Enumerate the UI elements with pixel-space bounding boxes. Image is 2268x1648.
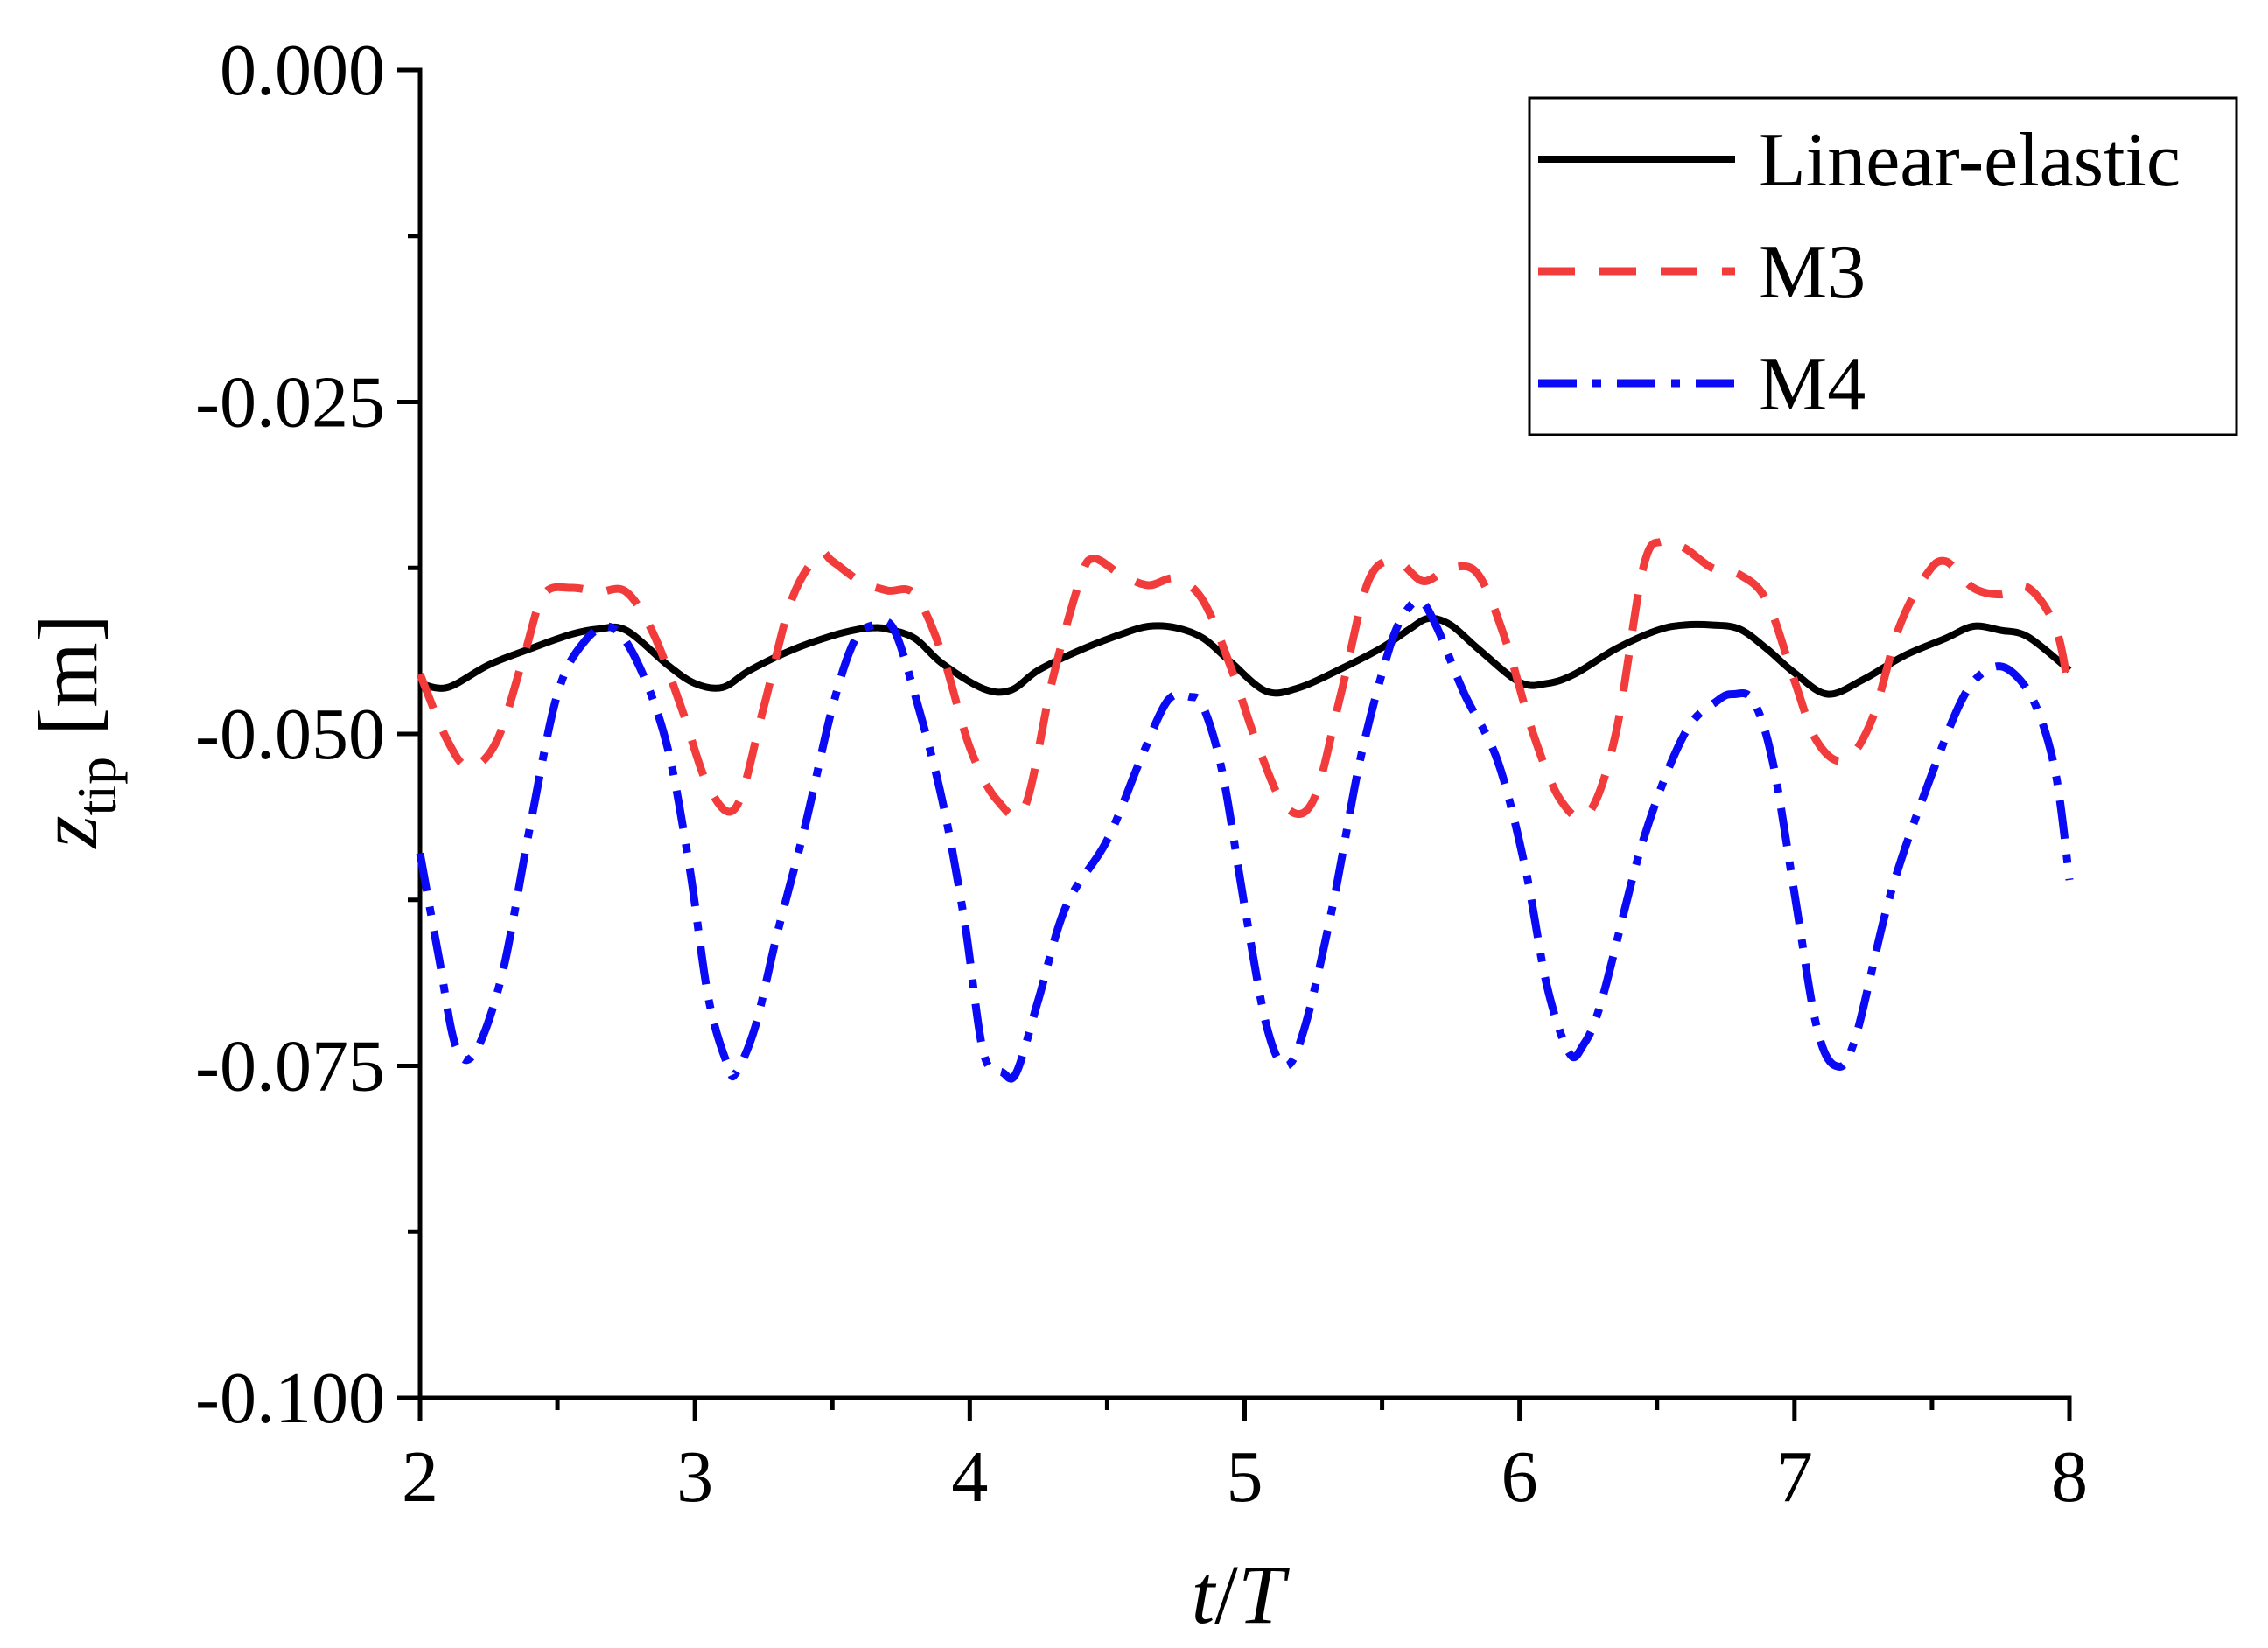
x-tick-label: 4 [951,1436,988,1518]
y-tick-label: -0.050 [195,694,385,775]
axes: 2 3 4 5 6 7 8 0.000 -0.025 -0.050 -0.075 -0.100 [195,30,2088,1518]
y-axis-label: ztip [m] [21,614,128,850]
x-axis-label-sep: / [1214,1547,1238,1641]
y-axis-label-unit: [m] [21,614,115,757]
y-tick-label: 0.000 [220,30,385,111]
y-axis-label-sub: tip [66,757,128,816]
legend: Linear-elastic M3 M4 [1528,96,2238,436]
x-tick-label: 2 [402,1436,438,1518]
x-axis-label-sub: T [1238,1547,1291,1641]
x-tick-label: 5 [1227,1436,1264,1518]
y-tick-label: -0.025 [195,362,385,443]
legend-label: M4 [1759,342,1866,427]
series-line-m3 [416,536,2074,822]
y-tick-label: -0.075 [195,1026,385,1107]
plot-area [416,536,2074,1083]
y-tick-label: -0.100 [195,1358,385,1439]
y-axis-label-main: z [21,815,115,849]
legend-label: Linear-elastic [1759,118,2180,203]
x-tick-label: 3 [676,1436,713,1518]
x-tick-label: 8 [2051,1436,2088,1518]
x-axis-label: t/T [1192,1547,1291,1641]
x-tick-label: 7 [1776,1436,1813,1518]
x-tick-label: 6 [1502,1436,1538,1518]
x-axis-label-main: t [1192,1547,1217,1641]
legend-label: M3 [1759,230,1866,315]
series-line-m4 [416,597,2074,1083]
legend-box [1528,96,2238,436]
